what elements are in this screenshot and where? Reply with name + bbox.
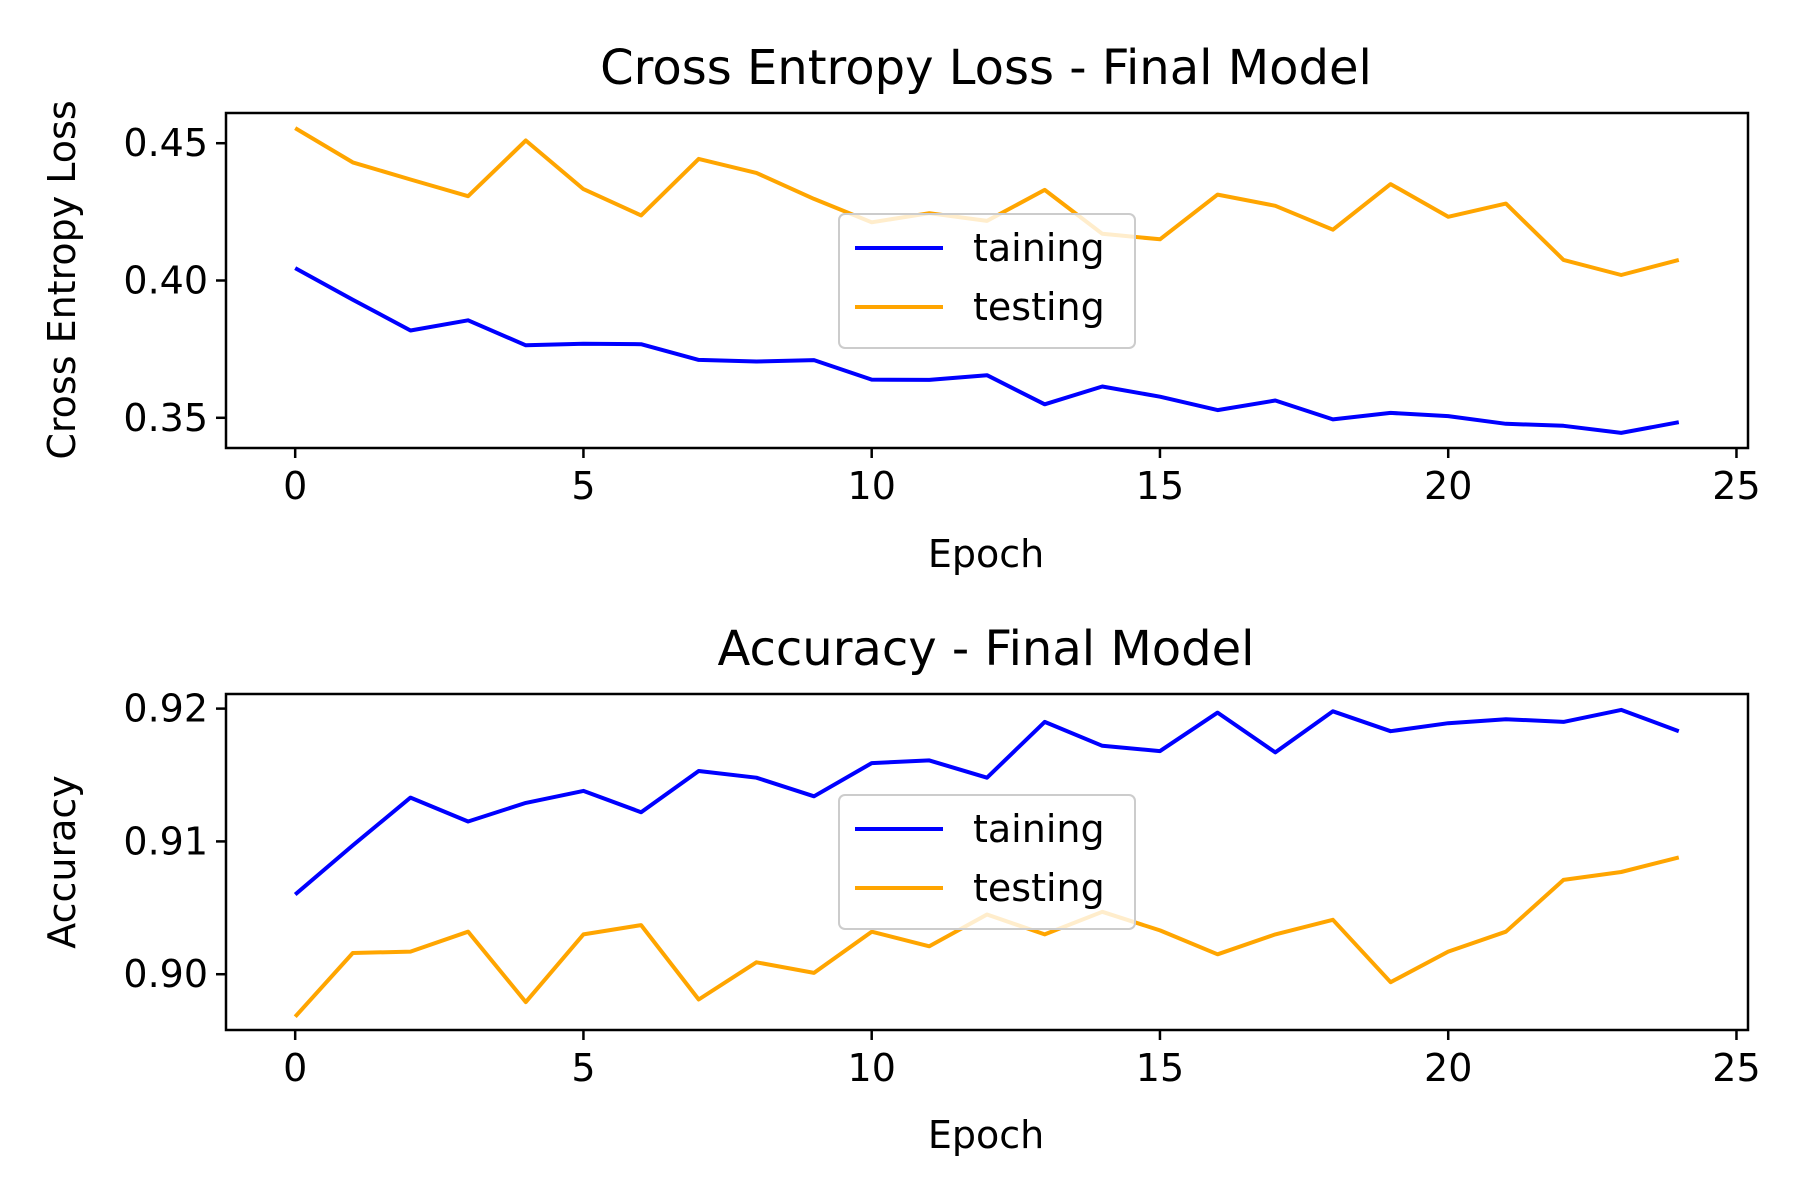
accuracy-plot-frame	[224, 692, 1750, 1032]
accuracy-x-tick-label: 0	[283, 1046, 307, 1090]
accuracy-legend: taining testing	[838, 794, 1136, 930]
loss-x-tick-label: 5	[571, 464, 595, 508]
loss-legend-label-testing: testing	[973, 285, 1105, 329]
loss-chart-title: Cross Entropy Loss - Final Model	[600, 40, 1372, 96]
loss-x-tick-label: 10	[848, 464, 896, 508]
loss-x-axis-label: Epoch	[928, 532, 1044, 576]
accuracy-training-line	[293, 707, 1680, 897]
loss-y-tick-label: 0.35	[123, 396, 208, 440]
accuracy-x-tick-labels: 0 5 10 15 20 25	[283, 1046, 1761, 1090]
accuracy-y-tick-label: 0.92	[123, 687, 208, 731]
loss-x-tick-label: 0	[283, 464, 307, 508]
accuracy-x-tick-label: 15	[1136, 1046, 1184, 1090]
accuracy-x-tick-label: 5	[571, 1046, 595, 1090]
accuracy-x-tick-label: 20	[1424, 1046, 1472, 1090]
loss-legend: taining testing	[838, 213, 1136, 349]
accuracy-x-tick-label: 25	[1712, 1046, 1760, 1090]
accuracy-y-tick-label: 0.91	[123, 819, 208, 863]
loss-legend-label-training: taining	[973, 226, 1105, 270]
accuracy-ticks	[216, 707, 1738, 1040]
accuracy-y-tick-labels: 0.90 0.91 0.92	[123, 687, 208, 997]
loss-x-tick-label: 15	[1136, 464, 1184, 508]
accuracy-y-tick-label: 0.90	[123, 952, 208, 996]
accuracy-x-axis-label: Epoch	[928, 1113, 1044, 1157]
accuracy-legend-label-training: taining	[973, 807, 1105, 851]
loss-x-tick-label: 20	[1424, 464, 1472, 508]
accuracy-chart: Accuracy - Final Model 0 5 10 15 20 25 0…	[40, 621, 1761, 1157]
loss-y-tick-label: 0.45	[123, 121, 208, 165]
loss-training-line	[294, 266, 1680, 435]
loss-y-axis-label: Cross Entropy Loss	[40, 100, 84, 459]
loss-chart: Cross Entropy Loss - Final Model 0 5 10 …	[40, 40, 1761, 576]
accuracy-x-tick-label: 10	[848, 1046, 896, 1090]
loss-x-tick-labels: 0 5 10 15 20 25	[283, 464, 1761, 508]
loss-x-tick-label: 25	[1712, 464, 1760, 508]
accuracy-y-axis-label: Accuracy	[40, 775, 84, 949]
accuracy-legend-label-testing: testing	[973, 866, 1105, 910]
loss-ticks	[216, 141, 1738, 458]
loss-y-tick-label: 0.40	[123, 259, 208, 303]
accuracy-chart-title: Accuracy - Final Model	[718, 621, 1255, 677]
loss-y-tick-labels: 0.35 0.40 0.45	[123, 121, 208, 440]
